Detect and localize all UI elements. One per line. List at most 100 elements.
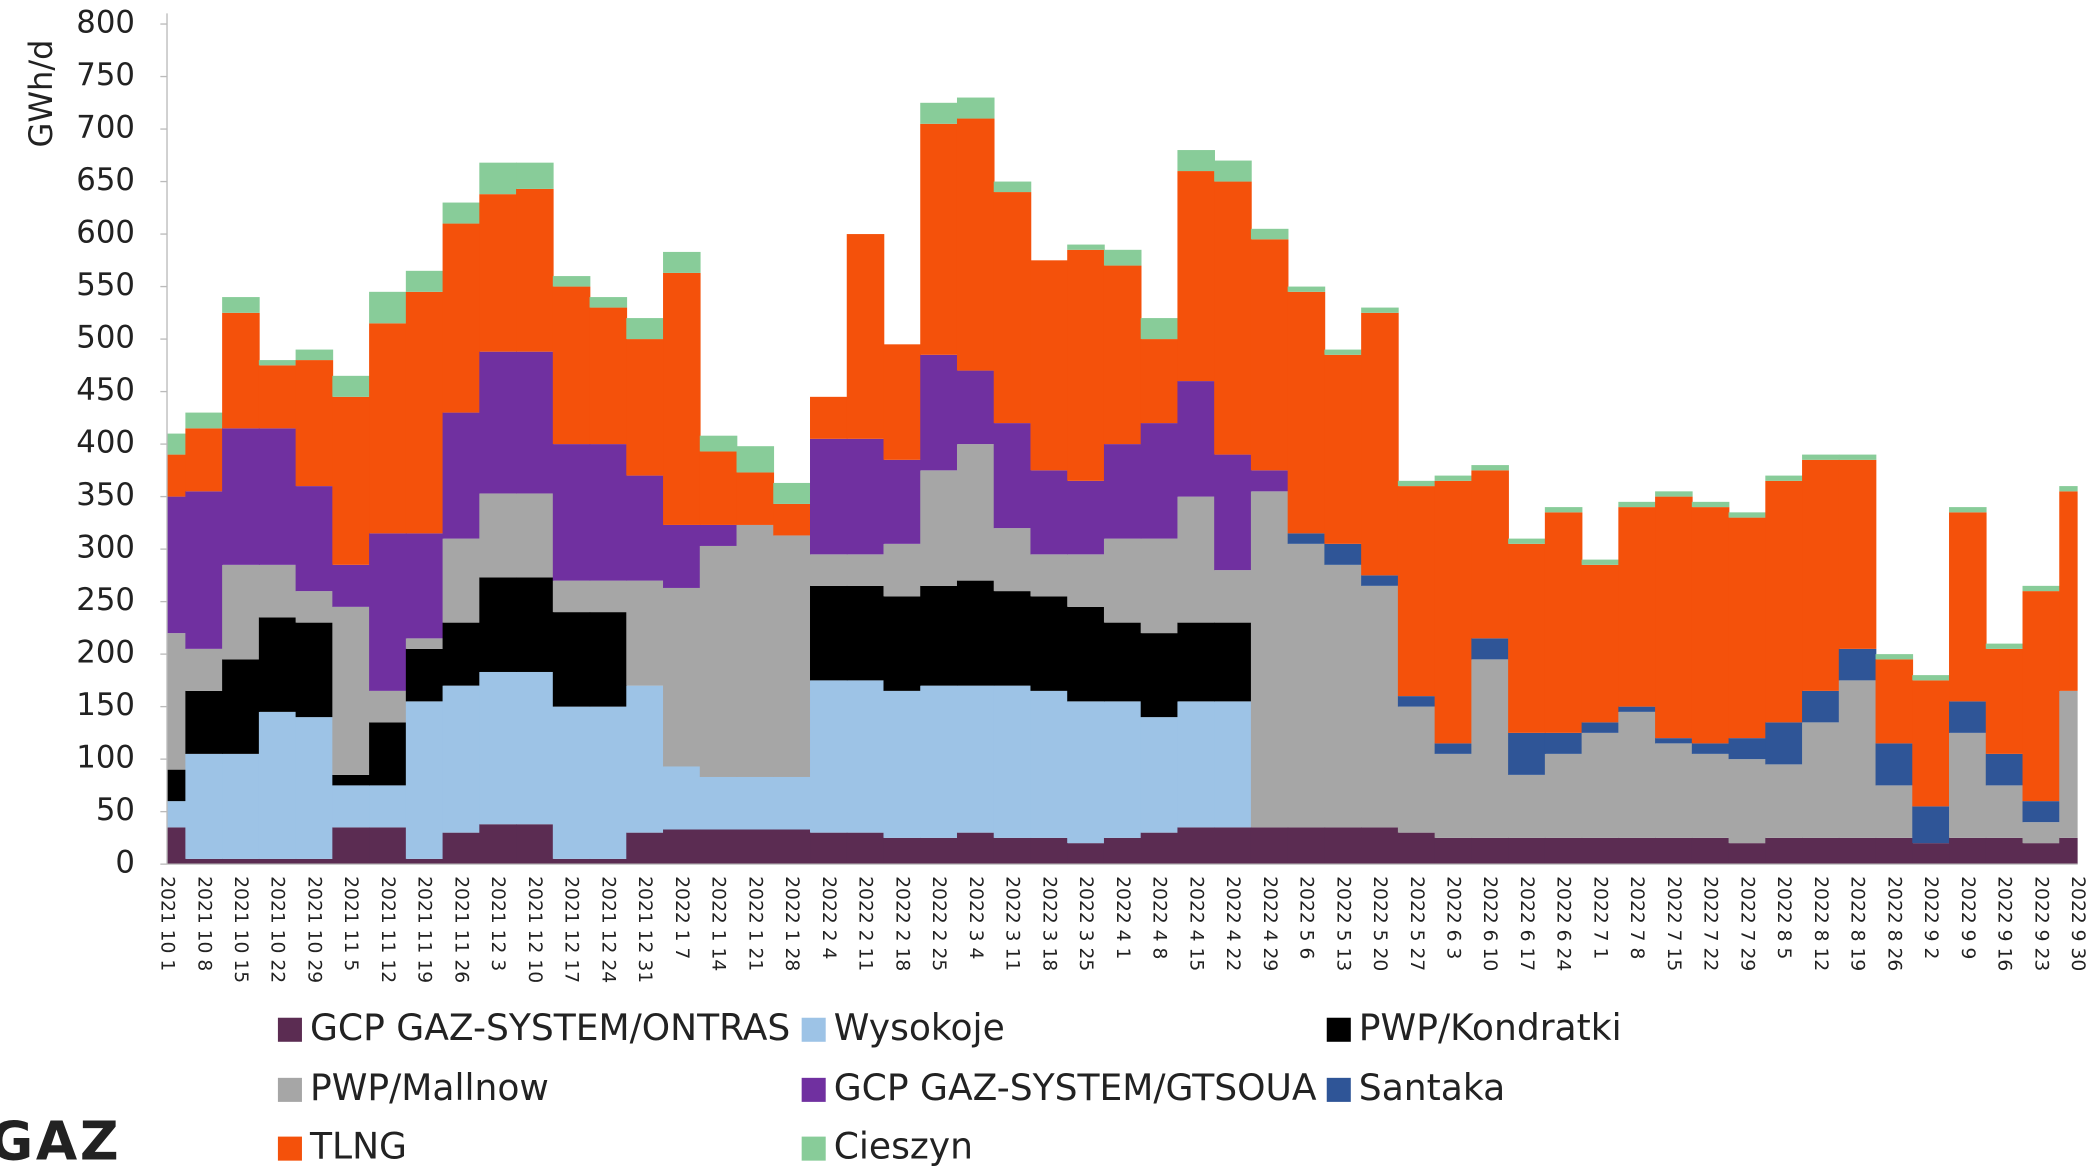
bar-segment [1471, 659, 1509, 838]
bar-segment [810, 554, 848, 586]
bar-segment [1140, 633, 1179, 718]
bar-segment [1765, 722, 1803, 765]
bar-segment [1875, 837, 1914, 865]
bar-segment [699, 451, 738, 525]
bar-segment [1985, 753, 2024, 786]
bar-segment [222, 312, 260, 429]
bar-segment [773, 829, 811, 865]
bar-segment [552, 706, 591, 859]
bar-segment [2022, 591, 2061, 802]
bar-segment [332, 564, 370, 607]
legend-swatch [277, 1077, 302, 1102]
x-tick-label: 2022 5 27 [1406, 876, 1427, 971]
x-tick-label: 2021 11 5 [340, 876, 361, 971]
bar-segment [1177, 496, 1215, 623]
bar-segment [1838, 837, 1877, 865]
bar-segment [442, 538, 481, 623]
bar-segment [1985, 643, 2024, 649]
bar-segment [1287, 286, 1326, 292]
bar-segment [332, 606, 370, 775]
bar-segment [1471, 638, 1509, 660]
bar-segment [1103, 837, 1142, 865]
bar-segment [442, 412, 481, 539]
bar-segment [1728, 517, 1767, 739]
bar-segment [1103, 538, 1142, 623]
bar-segment [516, 188, 554, 352]
legend-label: Cieszyn [834, 1126, 973, 1168]
bar-segment [2059, 486, 2078, 492]
bar-segment [258, 360, 297, 366]
x-tick-label: 2021 12 3 [487, 876, 508, 971]
bar-segment [626, 685, 664, 833]
x-tick-label: 2022 3 11 [1002, 876, 1023, 971]
x-tick-label: 2022 8 19 [1847, 876, 1868, 971]
bar-segment [810, 438, 848, 555]
x-tick-label: 2022 6 17 [1516, 876, 1537, 971]
logo: GAZ [0, 1109, 121, 1170]
bar-segment [1177, 381, 1215, 497]
x-tick-label: 2021 10 15 [230, 876, 251, 983]
bar-segment [1802, 722, 1840, 838]
bar-segment [1434, 480, 1473, 744]
bar-segment [167, 454, 187, 497]
bar-segment [1140, 832, 1179, 865]
bar-segment [222, 428, 260, 565]
bar-segment [1030, 690, 1069, 838]
bar-segment [1655, 743, 1693, 838]
bar-segment [258, 711, 297, 859]
y-tick-label: 750 [76, 57, 135, 93]
bar-segment [167, 633, 187, 770]
x-tick-label: 2022 9 16 [1994, 876, 2015, 971]
bar-segment [295, 858, 334, 865]
bar-segment [810, 680, 848, 833]
bar-segment [736, 776, 775, 830]
x-tick-label: 2022 7 8 [1626, 876, 1647, 959]
bar-segment [1067, 554, 1105, 607]
x-tick-label: 2022 2 25 [928, 876, 949, 971]
y-tick-label: 700 [76, 110, 135, 146]
bar-segment [810, 585, 848, 681]
bar-segment [1618, 837, 1656, 865]
bar-segment [663, 251, 701, 273]
bar-segment [626, 339, 664, 476]
x-tick-label: 2022 1 28 [781, 876, 802, 971]
bar-segment [1214, 827, 1252, 865]
bar-segment [1361, 575, 1399, 586]
x-tick-label: 2022 7 29 [1736, 876, 1757, 971]
bar-segment [883, 543, 922, 597]
bar-segment [1324, 564, 1362, 828]
bar-segment [479, 194, 517, 352]
legend-label: Wysokoje [834, 1007, 1005, 1049]
bar-segment [1103, 622, 1142, 702]
x-tick-label: 2022 6 3 [1443, 876, 1464, 959]
bar-segment [1397, 480, 1436, 487]
bar-segment [222, 753, 260, 859]
bar-segment [920, 123, 958, 355]
bar-segment [1067, 244, 1105, 250]
bar-segment [1728, 843, 1767, 865]
bar-segment [2022, 585, 2061, 592]
bar-segment [1103, 701, 1142, 838]
bar-segment [1802, 459, 1840, 691]
bar-segment [1655, 837, 1693, 865]
bar-segment [405, 291, 444, 534]
bar-segment [2059, 837, 2078, 865]
y-tick-label: 650 [76, 162, 135, 198]
bar-segment [1728, 759, 1767, 844]
legend-swatch [277, 1017, 302, 1042]
x-tick-label: 2022 5 20 [1369, 876, 1390, 971]
bar-segment [479, 493, 517, 578]
bar-segment [1214, 701, 1252, 828]
bar-segment [1765, 764, 1803, 838]
x-tick-label: 2022 9 30 [2067, 876, 2088, 971]
bar-segment [1691, 753, 1730, 838]
bar-segment [552, 286, 591, 445]
bar-segment [258, 617, 297, 712]
bar-segment [222, 858, 260, 865]
bar-segment [405, 858, 444, 865]
bar-segment [369, 722, 407, 786]
bar-segment [1581, 837, 1620, 865]
bar-segment [1838, 459, 1877, 649]
bar-segment [185, 412, 223, 429]
bar-segment [956, 370, 995, 445]
